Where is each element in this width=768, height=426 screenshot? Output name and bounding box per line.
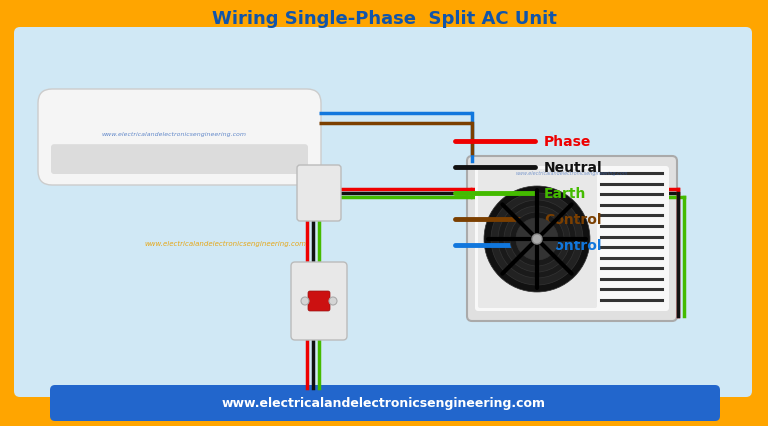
FancyBboxPatch shape	[467, 157, 677, 321]
Circle shape	[532, 234, 542, 245]
Circle shape	[516, 219, 558, 260]
Circle shape	[329, 297, 337, 305]
Circle shape	[510, 213, 564, 266]
Text: www.electricalandelectronicsengineering.com: www.electricalandelectronicsengineering.…	[516, 171, 628, 176]
Circle shape	[498, 201, 576, 278]
FancyBboxPatch shape	[38, 90, 321, 186]
FancyBboxPatch shape	[50, 385, 720, 421]
Circle shape	[491, 193, 583, 285]
Circle shape	[301, 297, 309, 305]
Circle shape	[484, 187, 590, 292]
FancyBboxPatch shape	[291, 262, 347, 340]
FancyBboxPatch shape	[297, 166, 341, 222]
Circle shape	[504, 207, 570, 272]
Text: Control: Control	[544, 213, 601, 227]
Text: Earth: Earth	[544, 187, 587, 201]
Text: Wiring Single-Phase  Split AC Unit: Wiring Single-Phase Split AC Unit	[211, 10, 557, 28]
Text: www.electricalandelectronicsengineering.com: www.electricalandelectronicsengineering.…	[144, 240, 306, 247]
Text: www.electricalandelectronicsengineering.com: www.electricalandelectronicsengineering.…	[102, 132, 247, 137]
FancyBboxPatch shape	[51, 145, 308, 175]
Text: Control: Control	[544, 239, 601, 253]
FancyBboxPatch shape	[14, 28, 752, 397]
FancyBboxPatch shape	[475, 167, 669, 311]
Text: www.electricalandelectronicsengineering.com: www.electricalandelectronicsengineering.…	[222, 397, 546, 409]
Text: Phase: Phase	[544, 135, 591, 149]
FancyBboxPatch shape	[308, 291, 330, 311]
Text: Neutral: Neutral	[544, 161, 603, 175]
FancyBboxPatch shape	[478, 170, 597, 308]
